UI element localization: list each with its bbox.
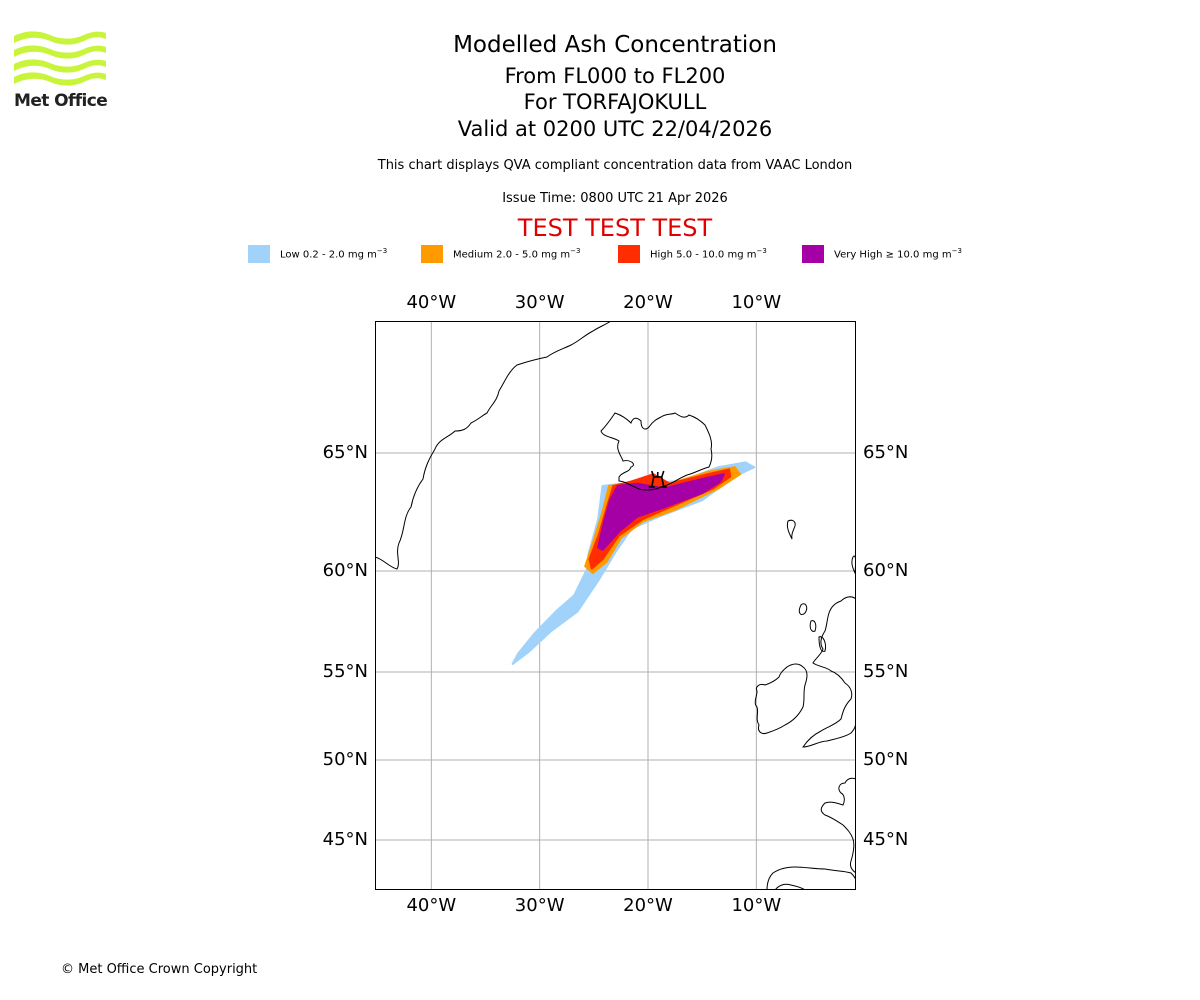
legend-item-very-high: Very High ≥ 10.0 mg m−3	[802, 244, 962, 264]
coastline-spain-south	[774, 883, 806, 890]
legend-swatch-high	[618, 245, 640, 263]
x-tick-bottom: 40°W	[406, 895, 457, 916]
flight-levels: From FL000 to FL200	[504, 64, 726, 88]
y-tick-right: 45°N	[863, 829, 909, 850]
test-banner: TEST TEST TEST	[517, 214, 713, 242]
volcano-name: For TORFAJOKULL	[523, 90, 707, 114]
legend-swatch-medium	[421, 245, 443, 263]
legend-item-high: High 5.0 - 10.0 mg m−3	[618, 244, 767, 264]
chart-title: Modelled Ash Concentration	[453, 32, 777, 58]
ash-plume	[511, 461, 756, 665]
legend-item-medium: Medium 2.0 - 5.0 mg m−3	[421, 244, 580, 264]
legend-swatch-low	[248, 245, 270, 263]
y-tick-left: 65°N	[322, 442, 368, 463]
x-tick-bottom: 30°W	[514, 895, 565, 916]
coastline-greenland	[375, 321, 612, 570]
x-tick-bottom: 20°W	[623, 895, 673, 916]
coastline-ireland	[754, 663, 808, 734]
graticule	[375, 321, 856, 890]
map-frame	[375, 321, 856, 890]
coastline-france	[820, 777, 856, 874]
logo-text: Met Office	[14, 91, 108, 111]
y-tick-right: 55°N	[863, 661, 909, 682]
volcano-icon	[648, 470, 667, 488]
x-tick-top: 30°W	[514, 292, 565, 313]
valid-time: Valid at 0200 UTC 22/04/2026	[457, 117, 773, 141]
coastline-faroe	[786, 519, 796, 540]
met-office-waves-icon	[14, 31, 106, 86]
y-tick-right: 60°N	[863, 560, 909, 581]
y-tick-left: 55°N	[322, 661, 368, 682]
legend-label-medium: Medium 2.0 - 5.0 mg m−3	[453, 247, 581, 261]
description: This chart displays QVA compliant concen…	[377, 158, 853, 173]
coastlines	[375, 321, 856, 890]
legend-label-high: High 5.0 - 10.0 mg m−3	[650, 247, 767, 261]
y-tick-right: 50°N	[863, 749, 909, 770]
y-tick-left: 45°N	[322, 829, 368, 850]
legend-label-low: Low 0.2 - 2.0 mg m−3	[280, 247, 388, 261]
y-tick-left: 60°N	[322, 560, 368, 581]
x-tick-top: 10°W	[731, 292, 782, 313]
x-tick-top: 20°W	[623, 292, 673, 313]
copyright: © Met Office Crown Copyright	[61, 962, 258, 977]
plume-low	[511, 461, 756, 665]
ash-map	[375, 321, 856, 890]
coastline-spain	[766, 866, 856, 890]
y-tick-right: 65°N	[863, 442, 909, 463]
volcano-symbol	[648, 470, 667, 488]
y-tick-left: 50°N	[322, 749, 368, 770]
plume-very-high	[597, 473, 725, 551]
met-office-logo: Met Office	[14, 30, 108, 112]
legend-label-very-high: Very High ≥ 10.0 mg m−3	[834, 247, 962, 261]
x-tick-bottom: 10°W	[731, 895, 782, 916]
legend-item-low: Low 0.2 - 2.0 mg m−3	[248, 244, 387, 264]
coastline-great-britain	[802, 596, 856, 748]
issue-time: Issue Time: 0800 UTC 21 Apr 2026	[502, 191, 728, 206]
legend-swatch-very-high	[802, 245, 824, 263]
x-tick-top: 40°W	[406, 292, 457, 313]
coastline-iceland	[600, 412, 713, 491]
coastline-hebrides	[798, 603, 826, 652]
